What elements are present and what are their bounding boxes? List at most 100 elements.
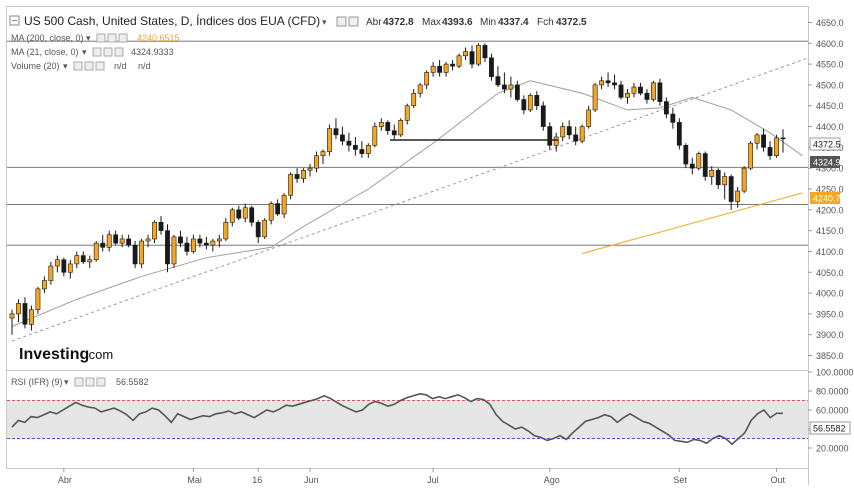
legend-rsi[interactable]: RSI (IFR) (9) ▾ 56.5582 <box>11 377 149 387</box>
ma21-line <box>11 80 803 327</box>
title-dropdown-icon[interactable]: ▾ <box>322 17 327 27</box>
ma21-label: MA (21, close, 0) <box>11 47 79 57</box>
price-tick-label: 4000.0 <box>816 289 844 299</box>
candle <box>476 43 481 67</box>
candle <box>430 62 436 77</box>
candle <box>314 151 319 173</box>
candle-body <box>236 209 242 219</box>
settings-icon[interactable] <box>336 16 347 27</box>
candle <box>443 62 449 77</box>
candle-body <box>262 219 268 238</box>
candle <box>631 82 637 98</box>
ma21-settings-icon[interactable] <box>92 47 102 57</box>
rsi-dropdown-icon[interactable]: ▾ <box>64 377 69 387</box>
rsi-line <box>11 393 783 446</box>
ma21-dropdown-icon[interactable]: ▾ <box>82 47 87 57</box>
ma21-hide-icon[interactable] <box>103 47 113 57</box>
candle <box>722 172 728 200</box>
candle-body <box>268 203 274 221</box>
candle-body <box>683 144 689 165</box>
candle <box>547 122 553 150</box>
ma21-remove-icon[interactable] <box>114 47 124 57</box>
candle <box>165 224 170 273</box>
volume-dropdown-icon[interactable]: ▾ <box>63 61 68 71</box>
date-tick-label: Mai <box>187 475 202 485</box>
price-tick-label: 4600.0 <box>816 39 844 49</box>
price-tick-label: 4150.0 <box>816 226 844 236</box>
candle <box>359 141 365 158</box>
ma200-value: 4240.6515 <box>137 33 180 43</box>
candle-body <box>560 126 566 138</box>
candle-body <box>508 84 514 90</box>
candle-body <box>119 238 125 244</box>
candle <box>249 205 255 227</box>
volume-settings-icon[interactable] <box>73 61 83 71</box>
candle <box>275 199 281 217</box>
candle-body <box>534 95 540 107</box>
candle <box>229 207 235 227</box>
candle <box>113 230 119 246</box>
candle-body <box>210 240 216 246</box>
candle-body <box>605 80 611 84</box>
ma200-hide-icon[interactable] <box>107 33 117 43</box>
candle-body <box>761 134 766 148</box>
ma200-settings-icon[interactable] <box>96 33 106 43</box>
candle <box>728 174 734 210</box>
candle-body <box>87 259 93 263</box>
candle-body <box>126 238 132 246</box>
date-tick-label: Abr <box>58 475 72 485</box>
candle-body <box>696 153 702 169</box>
hide-icon[interactable] <box>348 16 359 27</box>
candle-body <box>145 238 151 242</box>
candle-body <box>359 149 365 154</box>
candle-body <box>463 51 468 57</box>
symbol-title: US 500 Cash, United States, D, Índices d… <box>24 13 320 28</box>
candle <box>48 261 54 285</box>
legend-volume[interactable]: Volume (20) ▾ n/d n/d <box>11 61 151 71</box>
candle <box>676 118 682 150</box>
candle-body <box>106 234 112 248</box>
candle-body <box>748 142 754 169</box>
candle-body <box>352 144 358 150</box>
price-tick-label: 4500.0 <box>816 80 844 90</box>
candle <box>216 234 222 248</box>
rsi-tick-label: 80.0000 <box>816 387 849 397</box>
candle-body <box>100 242 106 248</box>
rsi-remove-icon[interactable] <box>96 377 106 387</box>
candle <box>495 66 501 88</box>
close-label: Fch <box>537 17 554 28</box>
candle-body <box>599 80 604 86</box>
candle-body <box>676 122 682 146</box>
volume-hide-icon[interactable] <box>84 61 94 71</box>
candle <box>527 93 533 112</box>
candle-body <box>592 84 598 111</box>
candle <box>521 95 527 115</box>
ma200-remove-icon[interactable] <box>118 33 128 43</box>
rsi-settings-icon[interactable] <box>74 377 84 387</box>
candle <box>307 164 313 177</box>
logo-brand: Investing <box>19 346 89 363</box>
candle-body <box>780 137 786 140</box>
candle-body <box>184 242 190 252</box>
candle <box>534 91 540 110</box>
legend-ma200[interactable]: MA (200, close, 0) ▾ 4240.6515 <box>11 33 180 43</box>
legend-ma21[interactable]: MA (21, close, 0) ▾ 4324.9333 <box>11 47 174 57</box>
price-tick-label: 4450.0 <box>816 101 844 111</box>
candle-body <box>223 222 229 240</box>
price-tick-label: 3900.0 <box>816 330 844 340</box>
candle <box>560 122 566 142</box>
candle <box>236 205 242 221</box>
candle <box>579 124 585 144</box>
candle-body <box>651 82 656 100</box>
candle <box>761 128 766 152</box>
date-tick-label: Out <box>771 475 786 485</box>
candle <box>346 132 352 152</box>
candle <box>651 80 656 102</box>
candle <box>158 216 164 235</box>
candle-body <box>631 86 637 94</box>
candle <box>670 107 676 129</box>
rsi-hide-icon[interactable] <box>85 377 95 387</box>
volume-remove-icon[interactable] <box>95 61 105 71</box>
ma200-dropdown-icon[interactable]: ▾ <box>86 33 91 43</box>
